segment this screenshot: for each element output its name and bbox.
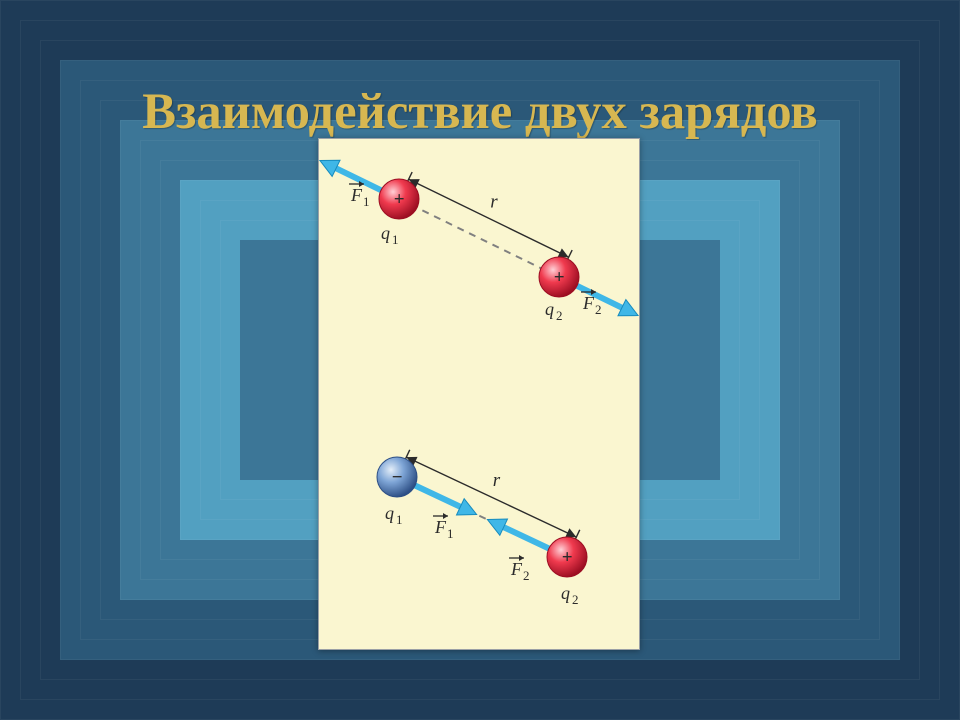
svg-text:F: F — [510, 559, 523, 579]
svg-text:q: q — [545, 299, 554, 319]
diagram-svg: rF1q1F2q2++rq1F1F2q2−+ — [319, 139, 639, 649]
scene-unlike: rq1F1F2q2−+ — [377, 450, 587, 607]
svg-text:−: − — [391, 467, 403, 488]
svg-text:2: 2 — [523, 568, 530, 583]
force-label-1: F1 — [433, 513, 454, 541]
svg-text:2: 2 — [556, 308, 563, 323]
scene-like: rF1q1F2q2++ — [320, 160, 638, 323]
svg-text:2: 2 — [595, 302, 602, 317]
svg-text:+: + — [394, 189, 405, 210]
svg-text:+: + — [554, 267, 565, 288]
charge-label-2: q2 — [545, 299, 563, 323]
svg-text:1: 1 — [396, 512, 403, 527]
charge-2: + — [539, 257, 579, 297]
svg-text:F: F — [582, 293, 595, 313]
charge-1: − — [377, 457, 417, 497]
charge-label-1: q1 — [385, 503, 403, 527]
svg-text:q: q — [561, 583, 570, 603]
svg-text:q: q — [385, 503, 394, 523]
svg-text:F: F — [350, 185, 363, 205]
svg-text:1: 1 — [363, 194, 370, 209]
force-arrow-2 — [500, 525, 549, 548]
charge-1: + — [379, 179, 419, 219]
svg-text:+: + — [562, 547, 573, 568]
svg-text:r: r — [490, 191, 498, 212]
charge-2: + — [547, 537, 587, 577]
force-label-2: F2 — [509, 555, 530, 583]
svg-text:2: 2 — [572, 592, 579, 607]
svg-text:F: F — [434, 517, 447, 537]
slide-title: Взаимодействие двух зарядов — [0, 82, 960, 140]
charge-label-2: q2 — [561, 583, 579, 607]
slide-root: Взаимодействие двух зарядов rF1q1F2q2++r… — [0, 0, 960, 720]
force-arrow-1 — [415, 486, 464, 509]
charge-label-1: q1 — [381, 223, 399, 247]
diagram-panel: rF1q1F2q2++rq1F1F2q2−+ — [318, 138, 640, 650]
svg-text:1: 1 — [447, 526, 454, 541]
svg-text:1: 1 — [392, 232, 399, 247]
svg-text:r: r — [493, 470, 501, 491]
svg-text:q: q — [381, 223, 390, 243]
